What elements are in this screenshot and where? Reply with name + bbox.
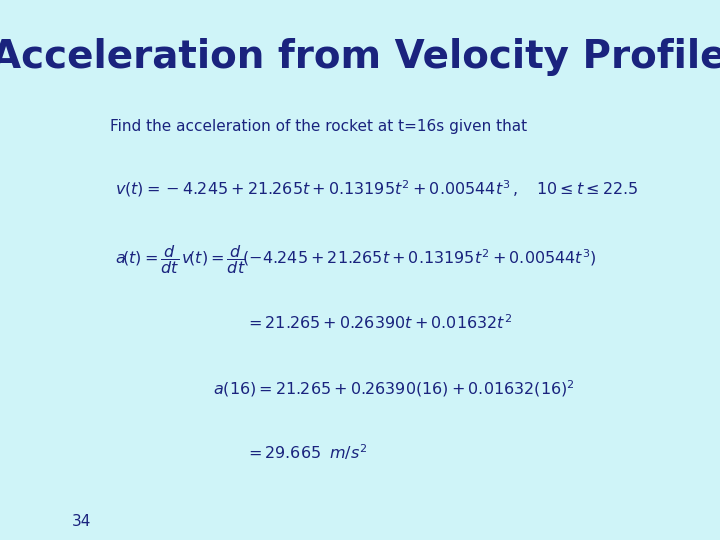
- Text: $a\!\left(t\right) = \dfrac{d}{dt}\,v\!\left(t\right) = \dfrac{d}{dt}\!\left(-4.: $a\!\left(t\right) = \dfrac{d}{dt}\,v\!\…: [115, 243, 597, 276]
- Text: $= 21.265 + 0.26390t + 0.01632t^2$: $= 21.265 + 0.26390t + 0.01632t^2$: [246, 313, 513, 332]
- Text: 34: 34: [72, 514, 91, 529]
- Text: $= 29.665 \;\; m/s^2$: $= 29.665 \;\; m/s^2$: [246, 443, 367, 462]
- Text: Find the acceleration of the rocket at t=16s given that: Find the acceleration of the rocket at t…: [109, 119, 527, 134]
- Text: $a(16) = 21.265 + 0.26390(16) + 0.01632(16)^2$: $a(16) = 21.265 + 0.26390(16) + 0.01632(…: [212, 378, 575, 399]
- Text: Acceleration from Velocity Profile: Acceleration from Velocity Profile: [0, 38, 720, 76]
- Text: $v(t) = -4.245 + 21.265t + 0.13195t^2 + 0.00544t^3\,, \quad 10 \leq t \leq 22.5$: $v(t) = -4.245 + 21.265t + 0.13195t^2 + …: [115, 178, 639, 199]
